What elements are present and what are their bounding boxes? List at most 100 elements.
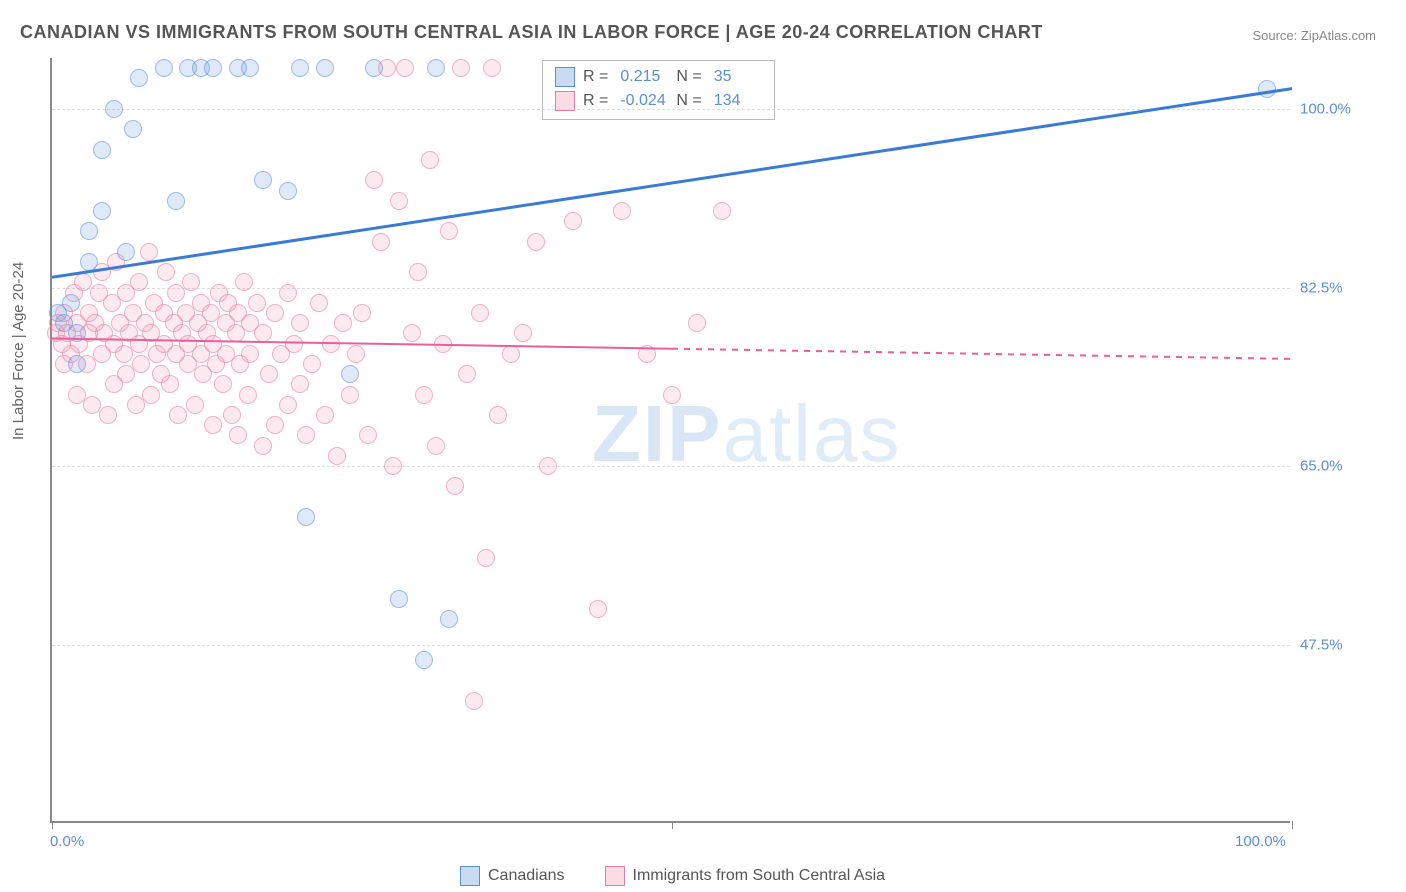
- scatter-point: [279, 284, 297, 302]
- scatter-point: [440, 610, 458, 628]
- scatter-point: [471, 304, 489, 322]
- scatter-point: [452, 59, 470, 77]
- watermark-atlas: atlas: [722, 389, 901, 478]
- scatter-point: [93, 202, 111, 220]
- scatter-point: [365, 59, 383, 77]
- legend-n-value-pink: 134: [714, 92, 762, 110]
- scatter-point: [169, 406, 187, 424]
- scatter-point: [316, 406, 334, 424]
- scatter-point: [161, 375, 179, 393]
- scatter-point: [427, 437, 445, 455]
- scatter-point: [291, 375, 309, 393]
- scatter-point: [489, 406, 507, 424]
- legend-n-value-blue: 35: [714, 68, 762, 86]
- scatter-point: [254, 171, 272, 189]
- scatter-point: [328, 447, 346, 465]
- legend-swatch-blue: [460, 866, 480, 886]
- scatter-point: [341, 386, 359, 404]
- scatter-point: [434, 335, 452, 353]
- gridline: [52, 466, 1290, 467]
- scatter-point: [186, 396, 204, 414]
- scatter-point: [477, 549, 495, 567]
- scatter-point: [440, 222, 458, 240]
- scatter-point: [365, 171, 383, 189]
- chart-title: CANADIAN VS IMMIGRANTS FROM SOUTH CENTRA…: [20, 22, 1043, 43]
- scatter-point: [527, 233, 545, 251]
- scatter-point: [132, 355, 150, 373]
- legend-row-blue: R = 0.215 N = 35: [555, 65, 762, 89]
- scatter-point: [62, 294, 80, 312]
- scatter-point: [291, 314, 309, 332]
- scatter-point: [359, 426, 377, 444]
- scatter-point: [372, 233, 390, 251]
- scatter-point: [297, 508, 315, 526]
- scatter-point: [254, 324, 272, 342]
- x-tick-label: 0.0%: [50, 833, 84, 850]
- scatter-point: [688, 314, 706, 332]
- x-tick-mark: [672, 821, 673, 829]
- watermark-zip: ZIP: [592, 389, 722, 478]
- y-axis-label: In Labor Force | Age 20-24: [10, 262, 27, 440]
- scatter-point: [140, 243, 158, 261]
- scatter-point: [465, 692, 483, 710]
- scatter-point: [279, 396, 297, 414]
- scatter-point: [638, 345, 656, 363]
- scatter-point: [80, 222, 98, 240]
- scatter-point: [613, 202, 631, 220]
- source-attribution: Source: ZipAtlas.com: [1252, 28, 1376, 43]
- gridline: [52, 645, 1290, 646]
- scatter-point: [235, 273, 253, 291]
- gridline: [52, 109, 1290, 110]
- plot-area: ZIPatlas R = 0.215 N = 35 R = -0.024 N =…: [50, 58, 1290, 823]
- scatter-point: [266, 304, 284, 322]
- scatter-point: [353, 304, 371, 322]
- scatter-point: [403, 324, 421, 342]
- bottom-legend-label-blue: Canadians: [488, 867, 565, 885]
- legend-swatch-pink: [605, 866, 625, 886]
- scatter-point: [564, 212, 582, 230]
- scatter-point: [1258, 80, 1276, 98]
- scatter-point: [285, 335, 303, 353]
- scatter-point: [105, 100, 123, 118]
- x-tick-label: 100.0%: [1235, 833, 1286, 850]
- legend-swatch-blue: [555, 67, 575, 87]
- y-tick-label: 47.5%: [1300, 636, 1343, 653]
- legend-r-label: R =: [583, 92, 608, 110]
- scatter-point: [124, 120, 142, 138]
- scatter-point: [241, 59, 259, 77]
- y-tick-label: 100.0%: [1300, 101, 1351, 118]
- y-tick-label: 65.0%: [1300, 458, 1343, 475]
- scatter-point: [260, 365, 278, 383]
- bottom-legend-item-pink: Immigrants from South Central Asia: [605, 866, 886, 886]
- bottom-legend-item-blue: Canadians: [460, 866, 565, 886]
- scatter-point: [204, 59, 222, 77]
- scatter-point: [303, 355, 321, 373]
- bottom-legend-label-pink: Immigrants from South Central Asia: [633, 867, 886, 885]
- legend-r-value-blue: 0.215: [620, 68, 668, 86]
- correlation-legend: R = 0.215 N = 35 R = -0.024 N = 134: [542, 60, 775, 120]
- scatter-point: [83, 396, 101, 414]
- scatter-point: [223, 406, 241, 424]
- scatter-point: [539, 457, 557, 475]
- scatter-point: [157, 263, 175, 281]
- scatter-point: [99, 406, 117, 424]
- scatter-point: [322, 335, 340, 353]
- scatter-point: [663, 386, 681, 404]
- legend-r-label: R =: [583, 68, 608, 86]
- scatter-point: [229, 426, 247, 444]
- scatter-point: [291, 59, 309, 77]
- bottom-legend: Canadians Immigrants from South Central …: [460, 866, 885, 886]
- scatter-point: [155, 59, 173, 77]
- scatter-point: [204, 416, 222, 434]
- scatter-point: [248, 294, 266, 312]
- scatter-point: [93, 141, 111, 159]
- scatter-point: [310, 294, 328, 312]
- scatter-point: [266, 416, 284, 434]
- scatter-point: [130, 273, 148, 291]
- scatter-point: [117, 243, 135, 261]
- x-tick-mark: [52, 821, 53, 829]
- scatter-point: [254, 437, 272, 455]
- legend-r-value-pink: -0.024: [620, 92, 668, 110]
- scatter-point: [390, 192, 408, 210]
- scatter-point: [297, 426, 315, 444]
